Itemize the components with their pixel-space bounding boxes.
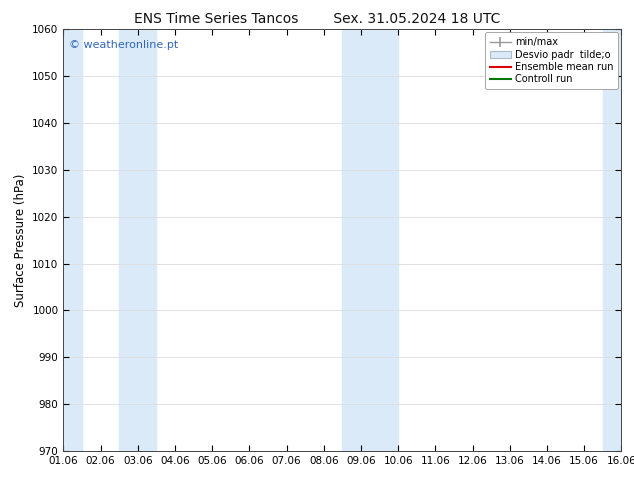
Text: © weatheronline.pt: © weatheronline.pt — [69, 40, 178, 50]
Bar — [603, 29, 634, 451]
Y-axis label: Surface Pressure (hPa): Surface Pressure (hPa) — [14, 173, 27, 307]
Bar — [342, 29, 398, 451]
Text: ENS Time Series Tancos        Sex. 31.05.2024 18 UTC: ENS Time Series Tancos Sex. 31.05.2024 1… — [134, 12, 500, 26]
Legend: min/max, Desvio padr  tilde;o, Ensemble mean run, Controll run: min/max, Desvio padr tilde;o, Ensemble m… — [485, 32, 618, 89]
Bar — [119, 29, 157, 451]
Bar — [63, 29, 82, 451]
